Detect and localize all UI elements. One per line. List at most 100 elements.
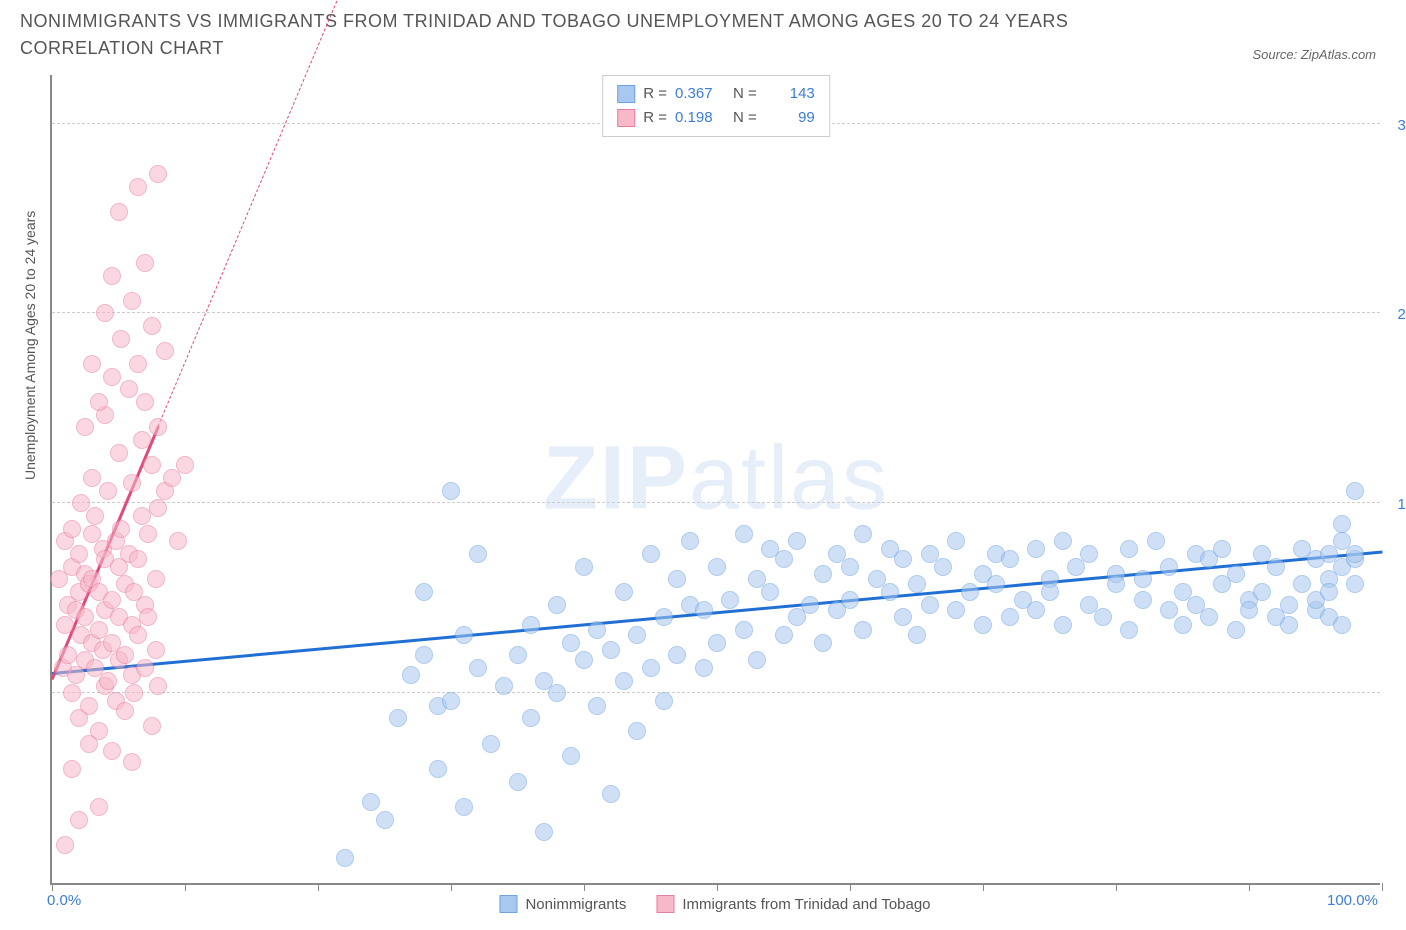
data-point — [562, 634, 580, 652]
data-point — [136, 393, 154, 411]
data-point — [509, 646, 527, 664]
data-point — [129, 550, 147, 568]
data-point — [814, 634, 832, 652]
data-point — [482, 735, 500, 753]
data-point — [548, 684, 566, 702]
data-point — [1227, 621, 1245, 639]
data-point — [775, 550, 793, 568]
legend-label: Immigrants from Trinidad and Tobago — [682, 896, 930, 913]
data-point — [695, 601, 713, 619]
x-tick — [1249, 883, 1250, 891]
data-point — [1134, 591, 1152, 609]
data-point — [469, 545, 487, 563]
x-tick — [451, 883, 452, 891]
data-point — [149, 499, 167, 517]
data-point — [83, 355, 101, 373]
data-point — [668, 646, 686, 664]
source-attribution: Source: ZipAtlas.com — [1252, 47, 1386, 62]
data-point — [801, 596, 819, 614]
data-point — [615, 583, 633, 601]
data-point — [336, 849, 354, 867]
data-point — [125, 684, 143, 702]
legend-r-label: R = — [643, 106, 667, 130]
x-tick — [318, 883, 319, 891]
data-point — [96, 304, 114, 322]
data-point — [415, 583, 433, 601]
data-point — [668, 570, 686, 588]
data-point — [80, 697, 98, 715]
data-point — [103, 742, 121, 760]
legend-series: NonimmigrantsImmigrants from Trinidad an… — [499, 895, 930, 913]
data-point — [103, 591, 121, 609]
data-point — [748, 651, 766, 669]
data-point — [509, 773, 527, 791]
data-point — [376, 811, 394, 829]
data-point — [788, 532, 806, 550]
data-point — [721, 591, 739, 609]
data-point — [841, 591, 859, 609]
chart-title: NONIMMIGRANTS VS IMMIGRANTS FROM TRINIDA… — [20, 8, 1120, 62]
data-point — [1160, 558, 1178, 576]
data-point — [139, 608, 157, 626]
data-point — [99, 672, 117, 690]
data-point — [110, 203, 128, 221]
data-point — [588, 621, 606, 639]
data-point — [90, 798, 108, 816]
data-point — [63, 684, 81, 702]
data-point — [80, 735, 98, 753]
data-point — [735, 525, 753, 543]
data-point — [947, 601, 965, 619]
legend-n-value: 99 — [765, 106, 815, 130]
data-point — [123, 474, 141, 492]
data-point — [67, 666, 85, 684]
data-point — [136, 254, 154, 272]
data-point — [143, 717, 161, 735]
data-point — [1346, 545, 1364, 563]
legend-stats: R = 0.367N = 143R = 0.198N = 99 — [602, 75, 830, 137]
data-point — [1027, 601, 1045, 619]
data-point — [63, 520, 81, 538]
data-point — [1213, 540, 1231, 558]
data-point — [854, 525, 872, 543]
data-point — [548, 596, 566, 614]
data-point — [136, 659, 154, 677]
data-point — [775, 626, 793, 644]
data-point — [1120, 540, 1138, 558]
data-point — [70, 545, 88, 563]
data-point — [129, 355, 147, 373]
data-point — [389, 709, 407, 727]
data-point — [974, 616, 992, 634]
data-point — [1280, 596, 1298, 614]
data-point — [76, 418, 94, 436]
data-point — [1174, 616, 1192, 634]
data-point — [814, 565, 832, 583]
data-point — [442, 482, 460, 500]
data-point — [143, 317, 161, 335]
data-point — [854, 621, 872, 639]
x-tick — [850, 883, 851, 891]
data-point — [602, 785, 620, 803]
data-point — [455, 626, 473, 644]
data-point — [149, 418, 167, 436]
data-point — [120, 380, 138, 398]
data-point — [1027, 540, 1045, 558]
data-point — [921, 596, 939, 614]
data-point — [112, 520, 130, 538]
x-tick — [584, 883, 585, 891]
x-tick — [1116, 883, 1117, 891]
legend-n-label: N = — [733, 106, 757, 130]
data-point — [143, 456, 161, 474]
data-point — [56, 836, 74, 854]
data-point — [628, 722, 646, 740]
x-tick — [185, 883, 186, 891]
data-point — [655, 608, 673, 626]
data-point — [602, 641, 620, 659]
data-point — [1333, 515, 1351, 533]
legend-swatch — [617, 85, 635, 103]
data-point — [642, 659, 660, 677]
data-point — [1333, 616, 1351, 634]
data-point — [1346, 575, 1364, 593]
data-point — [99, 482, 117, 500]
data-point — [1293, 575, 1311, 593]
data-point — [1001, 608, 1019, 626]
